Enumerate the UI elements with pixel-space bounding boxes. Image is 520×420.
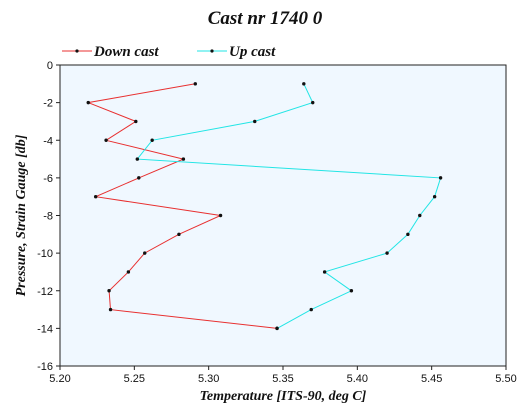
y-tick-label: -2: [43, 98, 53, 110]
legend-label-up-cast: Up cast: [229, 44, 276, 60]
legend-marker-up-cast: [210, 49, 214, 53]
x-axis-label: Temperature [ITS-90, deg C]: [200, 389, 367, 404]
data-point-down-cast: [181, 157, 186, 161]
y-tick-label: -4: [43, 135, 53, 147]
data-point-up-cast: [385, 251, 389, 255]
data-point-down-cast: [104, 138, 108, 142]
series-line-down-cast: [86, 83, 278, 329]
series-layer: [86, 82, 443, 331]
x-tick-label: 5.25: [124, 373, 145, 385]
data-point-up-cast: [322, 270, 327, 274]
y-tick-label: -12: [37, 286, 53, 298]
data-point-up-cast: [438, 176, 443, 180]
series-line-up-cast: [136, 83, 442, 329]
data-point-up-cast: [309, 307, 313, 312]
legend-label-down-cast: Down cast: [93, 44, 159, 60]
y-axis-label: Pressure, Strain Gauge [db]: [14, 134, 29, 296]
x-tick-label: 5.40: [347, 373, 368, 385]
legend: Down cast Up cast: [62, 44, 276, 60]
x-tick-label: 5.45: [421, 373, 442, 385]
y-tick-label: -14: [37, 323, 53, 335]
y-tick-label: -8: [43, 211, 53, 223]
x-tick-label: 5.35: [272, 373, 293, 385]
data-point-down-cast: [137, 176, 141, 180]
plot-area: [60, 65, 506, 366]
data-point-up-cast: [432, 194, 437, 199]
data-point-up-cast: [275, 326, 279, 331]
y-tick-label: -10: [37, 248, 53, 260]
data-point-down-cast: [177, 232, 181, 237]
chart-title: Cast nr 1740 0: [208, 8, 323, 29]
data-point-up-cast: [135, 157, 140, 161]
data-point-down-cast: [93, 194, 98, 199]
legend-marker-down-cast: [75, 49, 79, 53]
data-point-up-cast: [406, 232, 410, 237]
data-point-down-cast: [218, 213, 223, 218]
data-point-up-cast: [349, 289, 354, 293]
data-point-down-cast: [107, 289, 111, 293]
axis-layer: 5.20 5.25 5.30 5.35 5.40 5.45 5.50 0 -2 -4 -6 -8 -10…: [37, 60, 517, 385]
data-point-down-cast: [86, 100, 90, 105]
y-tick-label: 0: [47, 60, 53, 72]
y-tick-label: -16: [37, 361, 53, 373]
data-point-down-cast: [134, 119, 138, 124]
x-tick-label: 5.50: [495, 373, 516, 385]
data-point-down-cast: [193, 82, 197, 86]
data-point-down-cast: [126, 270, 131, 274]
data-point-down-cast: [108, 307, 113, 312]
x-tick-label: 5.20: [49, 373, 70, 385]
data-point-up-cast: [150, 138, 154, 142]
data-point-up-cast: [311, 100, 315, 105]
x-tick-label: 5.30: [198, 373, 219, 385]
y-tick-label: -6: [43, 173, 53, 185]
data-point-up-cast: [253, 119, 257, 124]
data-point-down-cast: [143, 251, 147, 255]
data-point-up-cast: [302, 82, 306, 86]
data-point-up-cast: [418, 213, 422, 218]
